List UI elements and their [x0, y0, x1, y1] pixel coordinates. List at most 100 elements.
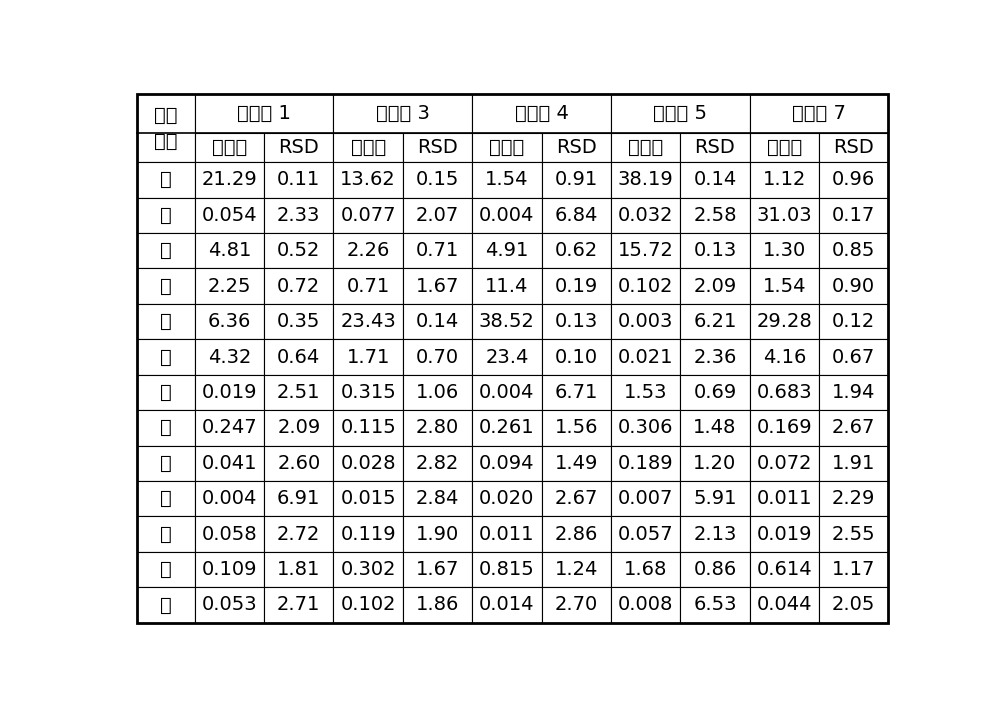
Text: 0.102: 0.102	[340, 596, 396, 614]
Bar	[819, 197, 888, 233]
Bar	[542, 233, 611, 268]
Bar	[819, 339, 888, 375]
Text: 0.247: 0.247	[202, 418, 257, 437]
Text: 0.028: 0.028	[340, 454, 396, 473]
Bar	[750, 587, 819, 623]
Text: 6.21: 6.21	[693, 312, 737, 331]
Bar	[137, 304, 195, 339]
Text: 0.11: 0.11	[277, 170, 320, 190]
Text: 0.14: 0.14	[693, 170, 737, 190]
Text: 0.094: 0.094	[479, 454, 535, 473]
Bar	[195, 304, 264, 339]
Bar	[542, 587, 611, 623]
Bar	[611, 410, 680, 446]
Bar	[611, 339, 680, 375]
Bar	[819, 375, 888, 410]
Bar	[680, 133, 750, 162]
Bar	[195, 133, 264, 162]
Bar	[264, 162, 333, 197]
Text: 0.057: 0.057	[618, 525, 673, 544]
Text: 4.16: 4.16	[763, 347, 806, 366]
Text: 钠: 钠	[160, 170, 172, 190]
Text: 1.54: 1.54	[763, 277, 806, 295]
Bar	[819, 133, 888, 162]
Bar	[137, 94, 195, 162]
Bar	[333, 481, 403, 516]
Text: 钒: 钒	[160, 525, 172, 544]
Text: 0.011: 0.011	[479, 525, 535, 544]
Text: 0.13: 0.13	[693, 241, 737, 261]
Bar	[750, 197, 819, 233]
Text: 0.004: 0.004	[202, 489, 257, 508]
Bar	[195, 446, 264, 481]
Text: 0.115: 0.115	[340, 418, 396, 437]
Bar	[611, 233, 680, 268]
Bar	[195, 162, 264, 197]
Bar	[542, 162, 611, 197]
Bar	[542, 446, 611, 481]
Bar	[195, 339, 264, 375]
Bar	[264, 481, 333, 516]
Text: 化学
成分: 化学 成分	[154, 106, 177, 151]
Bar	[542, 304, 611, 339]
Text: 0.003: 0.003	[618, 312, 673, 331]
Text: 0.62: 0.62	[555, 241, 598, 261]
Bar	[472, 162, 542, 197]
Bar	[542, 339, 611, 375]
Bar	[403, 446, 472, 481]
Bar	[264, 410, 333, 446]
Text: 0.19: 0.19	[555, 277, 598, 295]
Bar	[264, 552, 333, 587]
Bar	[403, 133, 472, 162]
Bar	[611, 587, 680, 623]
Bar	[750, 268, 819, 304]
Bar	[403, 552, 472, 587]
Text: 0.302: 0.302	[340, 560, 396, 579]
Text: 0.91: 0.91	[555, 170, 598, 190]
Text: 0.35: 0.35	[277, 312, 320, 331]
Bar	[472, 197, 542, 233]
Bar	[403, 481, 472, 516]
Bar	[472, 94, 611, 133]
Bar	[680, 552, 750, 587]
Bar	[611, 197, 680, 233]
Text: 2.67: 2.67	[555, 489, 598, 508]
Bar	[264, 197, 333, 233]
Bar	[750, 375, 819, 410]
Bar	[819, 410, 888, 446]
Text: 0.004: 0.004	[479, 383, 535, 402]
Text: 2.05: 2.05	[832, 596, 875, 614]
Bar	[195, 94, 333, 133]
Bar	[333, 339, 403, 375]
Text: 1.81: 1.81	[277, 560, 320, 579]
Text: 0.85: 0.85	[832, 241, 875, 261]
Text: 0.315: 0.315	[340, 383, 396, 402]
Bar	[195, 516, 264, 552]
Text: RSD: RSD	[417, 138, 458, 157]
Bar	[472, 304, 542, 339]
Text: 铅: 铅	[160, 383, 172, 402]
Bar	[137, 552, 195, 587]
Bar	[542, 481, 611, 516]
Text: 15.72: 15.72	[618, 241, 674, 261]
Text: 镍: 镍	[160, 454, 172, 473]
Bar	[195, 410, 264, 446]
Bar	[195, 233, 264, 268]
Bar	[403, 587, 472, 623]
Bar	[333, 233, 403, 268]
Bar	[264, 339, 333, 375]
Text: 0.119: 0.119	[340, 525, 396, 544]
Text: 0.306: 0.306	[618, 418, 673, 437]
Text: 0.032: 0.032	[618, 206, 673, 225]
Text: 实施例 3: 实施例 3	[376, 104, 430, 124]
Bar	[819, 516, 888, 552]
Text: 0.077: 0.077	[340, 206, 396, 225]
Text: 2.25: 2.25	[208, 277, 251, 295]
Bar	[542, 197, 611, 233]
Bar	[611, 516, 680, 552]
Text: 1.12: 1.12	[763, 170, 806, 190]
Bar	[403, 339, 472, 375]
Bar	[264, 446, 333, 481]
Text: 0.054: 0.054	[202, 206, 257, 225]
Text: 0.072: 0.072	[757, 454, 812, 473]
